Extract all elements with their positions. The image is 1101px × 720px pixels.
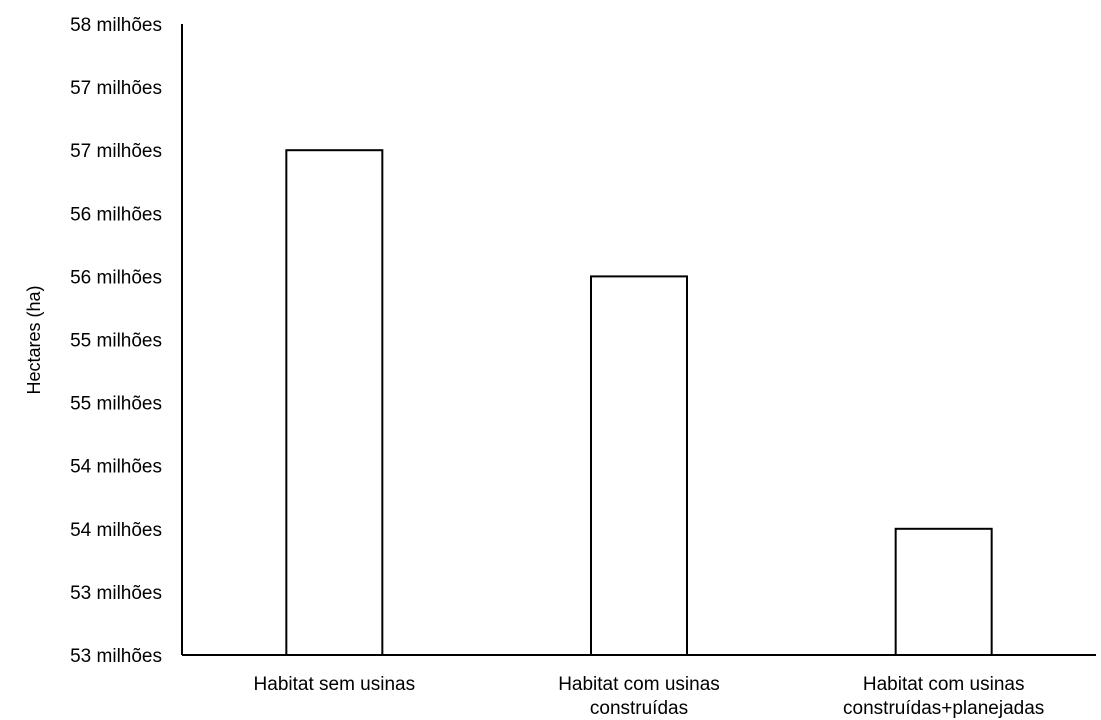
y-tick-label: 53 milhões [70,583,162,604]
y-tick-label: 57 milhões [70,141,162,162]
y-tick-label: 54 milhões [70,520,162,541]
y-tick-label: 57 milhões [70,78,162,99]
bar [590,275,688,656]
category-label: Habitat sem usinas [254,674,416,695]
category-label: Habitat com usinas [558,674,720,695]
category-labels: Habitat sem usinas Habitat com usinas cons… [254,674,1045,719]
y-tick-label: 54 milhões [70,457,162,478]
category-label: construídas+planejadas [843,698,1044,719]
category-label: construídas [590,698,688,719]
category-label: Habitat com usinas [863,674,1025,695]
y-tick-labels: 53 milhões 53 milhões 54 milhões 54 milhões… [70,15,162,667]
bar [894,527,993,656]
y-tick-label: 53 milhões [70,646,162,667]
y-tick-label: 55 milhões [70,331,162,352]
bar [285,149,384,656]
y-tick-label: 56 milhões [70,267,162,288]
y-tick-label: 55 milhões [70,394,162,415]
y-tick-label: 58 milhões [70,15,162,36]
y-axis-label: Hectares (ha) [24,285,44,394]
y-tick-label: 56 milhões [70,204,162,225]
bars [285,149,993,656]
